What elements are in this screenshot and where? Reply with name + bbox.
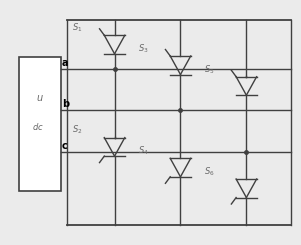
Text: $S_{5}$: $S_{5}$ [204, 63, 215, 75]
Text: $S_{2}$: $S_{2}$ [72, 124, 83, 136]
Text: $dc$: $dc$ [32, 122, 43, 132]
Text: a: a [62, 58, 69, 68]
Text: $S_{6}$: $S_{6}$ [204, 165, 215, 178]
FancyBboxPatch shape [19, 57, 61, 191]
Text: $S_{1}$: $S_{1}$ [72, 22, 83, 34]
Text: b: b [62, 99, 69, 110]
Text: $S_{4}$: $S_{4}$ [138, 145, 149, 157]
Text: $S_{3}$: $S_{3}$ [138, 42, 149, 55]
Text: $u$: $u$ [36, 93, 44, 103]
Text: c: c [62, 141, 68, 151]
